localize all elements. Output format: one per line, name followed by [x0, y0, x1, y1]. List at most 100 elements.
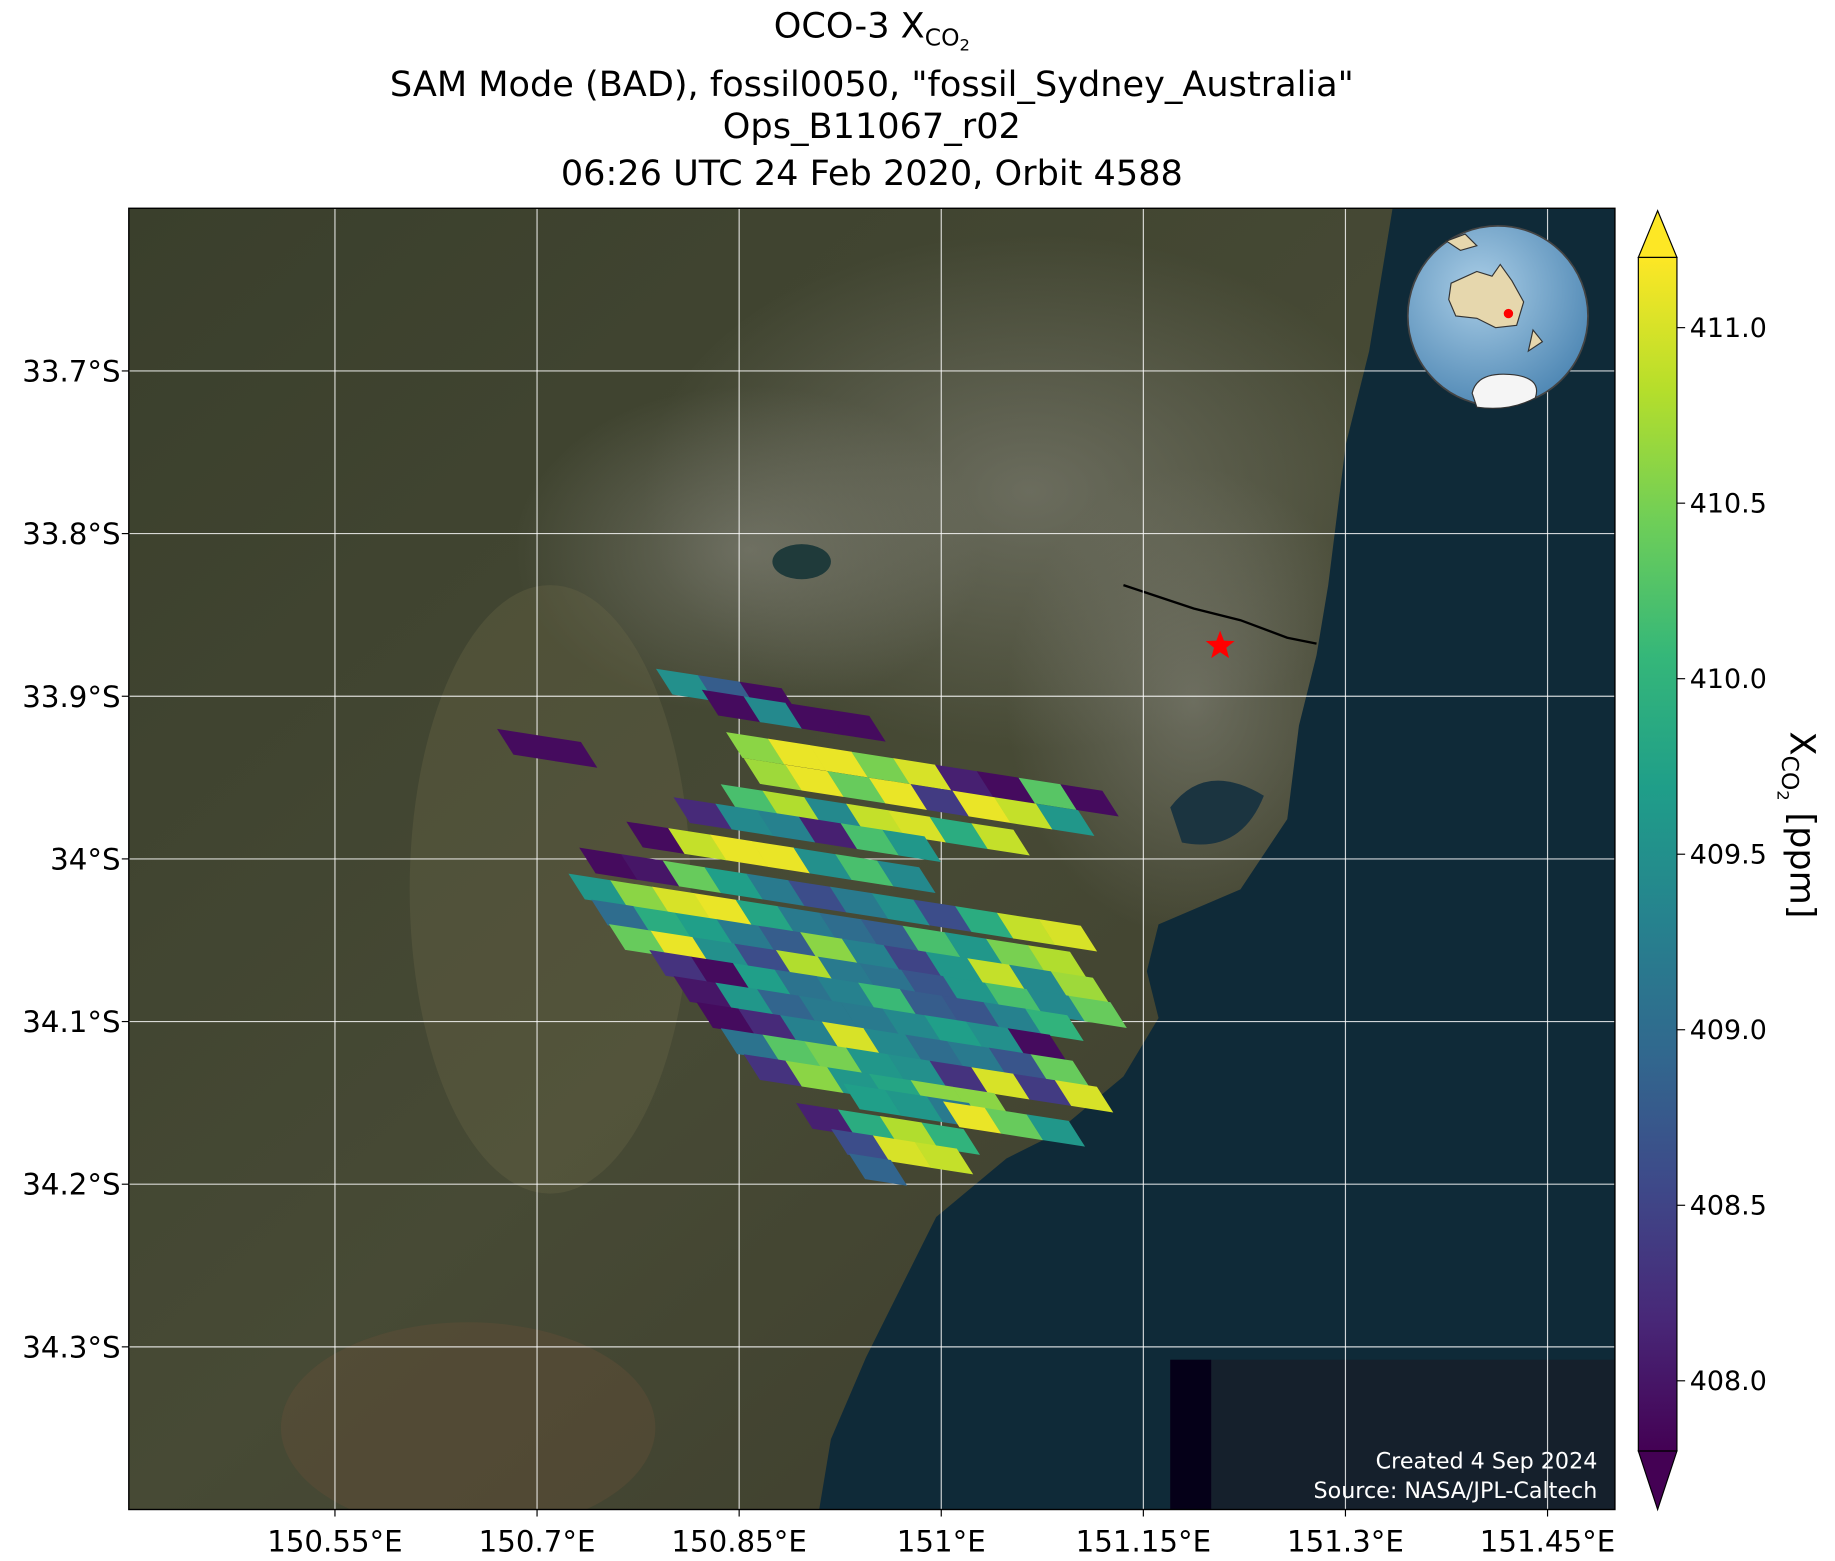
sounding — [746, 873, 805, 906]
sounding — [840, 823, 900, 856]
sounding — [1060, 784, 1119, 817]
inset-target — [1503, 308, 1514, 319]
sounding — [1027, 945, 1087, 978]
sounding — [944, 932, 1003, 965]
sounding — [751, 841, 811, 874]
y-tick-label: 34.1°S — [22, 1005, 120, 1039]
sounding — [851, 751, 910, 785]
grid — [128, 208, 1615, 1510]
sounding — [777, 906, 836, 939]
sounding — [1007, 1028, 1067, 1061]
sounding — [800, 932, 859, 965]
sounding — [817, 956, 877, 989]
sounding — [863, 1028, 922, 1061]
y-tick-label: 33.8°S — [22, 517, 120, 551]
sounding — [872, 1135, 932, 1168]
sounding — [841, 938, 901, 972]
sounding — [651, 886, 711, 919]
antarctica — [1471, 373, 1538, 409]
sounding — [984, 1107, 1044, 1141]
sounding — [726, 732, 785, 765]
sounding — [692, 937, 751, 970]
title-subscript: CO — [925, 24, 960, 52]
sounding — [701, 689, 761, 723]
sounding — [785, 764, 844, 797]
sounding — [649, 950, 708, 983]
sounding — [976, 771, 1036, 804]
sounding — [1054, 1080, 1114, 1113]
map-background: Created 4 Sep 2024 Source: NASA/JPL-Calt… — [128, 208, 1615, 1510]
x-tick-label: 150.55°E — [267, 1525, 402, 1559]
sounding — [877, 860, 936, 893]
sounding — [743, 696, 803, 729]
colorbar-subsubscript: 2 — [1774, 790, 1793, 800]
sounding — [1018, 777, 1077, 810]
sounding — [633, 906, 692, 939]
image-patch — [1170, 1359, 1615, 1510]
sounding — [910, 784, 970, 817]
map-frame — [128, 207, 1616, 1511]
sounding — [984, 982, 1044, 1015]
sounding — [735, 899, 795, 932]
colorbar-tick-label: 408.5 — [1690, 1191, 1767, 1222]
created-note: Created 4 Sep 2024 — [1376, 1449, 1598, 1475]
reservoir — [772, 544, 831, 580]
sounding — [497, 728, 556, 762]
sounding — [757, 989, 816, 1022]
sounding — [885, 1090, 944, 1123]
sounding — [673, 797, 733, 830]
sounding — [650, 930, 710, 963]
y-tick-label: 33.7°S — [22, 354, 120, 388]
sounding — [620, 854, 680, 887]
x-tick-label: 151.45°E — [1480, 1525, 1615, 1559]
sounding — [1068, 995, 1127, 1028]
sounding — [846, 803, 905, 836]
sounding — [774, 969, 834, 1002]
sounding — [943, 976, 1002, 1009]
colorbar-symbol: X — [1781, 731, 1822, 755]
sounding — [785, 1060, 844, 1094]
title-text: OCO-3 X — [774, 5, 925, 46]
colorbar-tick-label: 409.0 — [1690, 1015, 1767, 1046]
y-tick-label: 33.9°S — [22, 680, 120, 714]
sounding — [720, 784, 780, 817]
colorbar-tick-label: 408.0 — [1690, 1366, 1767, 1397]
y-tick-label: 34.2°S — [22, 1168, 120, 1202]
sounding — [1035, 803, 1095, 836]
y-tick-label: 34°S — [50, 842, 120, 876]
colorbar-tick-label: 410.5 — [1690, 489, 1767, 520]
sounding — [893, 758, 952, 791]
title-line-4: 06:26 UTC 24 Feb 2020, Orbit 4588 — [561, 153, 1183, 194]
sounding — [775, 950, 835, 983]
urban-area — [514, 386, 984, 714]
harbour-outline — [1123, 583, 1317, 645]
sounding — [715, 982, 774, 1015]
title-line-2: SAM Mode (BAD), fossil0050, "fossil_Sydn… — [390, 64, 1354, 105]
sounding — [994, 797, 1053, 830]
colorbar: 408.0 408.5 409.0 409.5 410.0 410.5 411.0 — [1637, 209, 1767, 1512]
sounding — [696, 1002, 755, 1035]
sounding — [924, 1015, 983, 1048]
sounding — [655, 668, 715, 702]
sounding — [816, 976, 875, 1009]
sounding — [941, 995, 1001, 1028]
sounding — [929, 816, 989, 850]
sounding — [1026, 989, 1086, 1022]
source-note: Source: NASA/JPL-Caltech — [1314, 1478, 1598, 1504]
sounding — [843, 1083, 902, 1116]
sounding — [743, 758, 803, 791]
target-marker — [1205, 630, 1235, 659]
sounding — [732, 963, 792, 996]
sounding — [610, 880, 669, 913]
sounding — [758, 925, 817, 959]
sounding — [986, 938, 1045, 972]
sounding — [879, 1115, 939, 1149]
sounding — [1038, 919, 1098, 952]
sounding — [952, 790, 1011, 823]
sounding — [835, 854, 894, 887]
sounding — [971, 1067, 1030, 1100]
sounding — [662, 860, 722, 893]
sounding — [983, 1002, 1042, 1035]
sounding — [1030, 1054, 1090, 1087]
